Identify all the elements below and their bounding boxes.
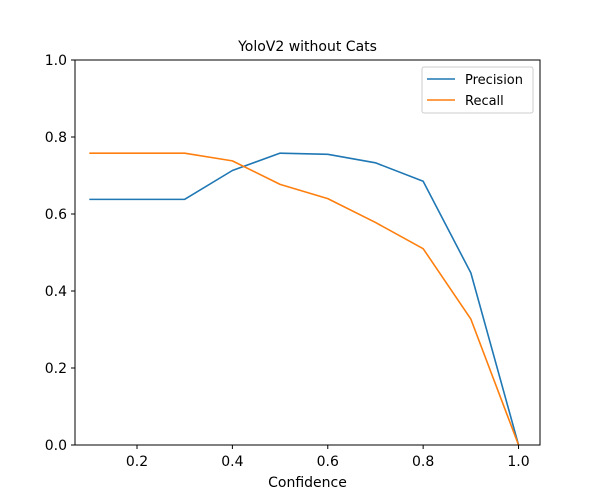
legend: Precision Recall [421, 66, 534, 114]
series-line-recall [89, 152, 520, 446]
y-tick-label: 0.2 [45, 361, 67, 377]
x-axis: 0.2 0.4 0.6 0.8 1.0 [126, 445, 530, 470]
x-tick-label: 1.0 [507, 454, 529, 470]
plot-frame [74, 59, 541, 446]
series-layer [89, 152, 520, 446]
y-tick-label: 0.0 [45, 438, 67, 454]
x-tick-label: 0.8 [412, 454, 434, 470]
y-axis: 0.0 0.2 0.4 0.6 0.8 1.0 [45, 53, 75, 454]
y-tick-label: 0.4 [45, 284, 67, 300]
y-tick-label: 1.0 [45, 53, 67, 69]
legend-entry: Recall [465, 94, 504, 109]
y-tick-label: 0.6 [45, 207, 67, 223]
x-axis-label: Confidence [268, 475, 347, 491]
x-tick-label: 0.6 [317, 454, 339, 470]
x-tick-label: 0.2 [126, 454, 148, 470]
series-line-precision [89, 152, 520, 446]
x-tick-label: 0.4 [221, 454, 243, 470]
chart-title: YoloV2 without Cats [237, 39, 377, 55]
y-tick-label: 0.8 [45, 130, 67, 146]
legend-entry: Precision [465, 73, 523, 88]
